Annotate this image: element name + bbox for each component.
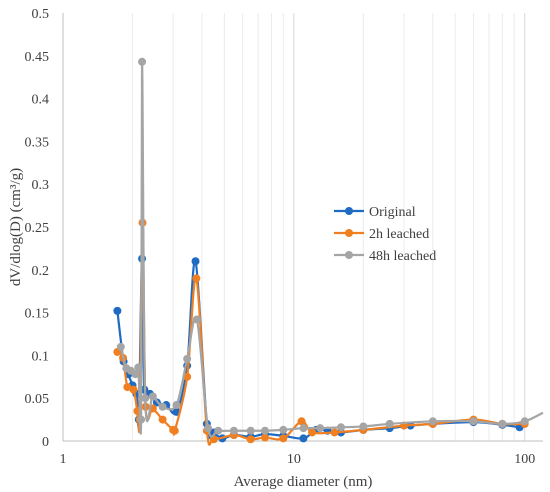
legend-label: 48h leached xyxy=(369,249,436,264)
data-point xyxy=(148,392,157,401)
data-point xyxy=(316,424,325,433)
data-point xyxy=(297,417,306,426)
legend-label: 2h leached xyxy=(369,227,429,242)
series-48h-leached xyxy=(116,57,544,438)
data-point xyxy=(299,424,308,433)
data-point xyxy=(158,415,167,424)
x-axis-title: Average diameter (nm) xyxy=(234,474,373,490)
data-point xyxy=(498,419,507,428)
data-point xyxy=(385,419,394,428)
x-tick-label: 100 xyxy=(514,452,535,467)
data-point xyxy=(279,425,288,434)
data-point xyxy=(469,417,478,426)
y-tick-label: 0.1 xyxy=(32,349,50,364)
data-point xyxy=(428,417,437,426)
data-point xyxy=(246,426,255,435)
y-axis-title: dV/dlog(D) (cm³/g) xyxy=(8,168,24,286)
data-point xyxy=(129,385,138,394)
data-point xyxy=(204,424,213,433)
data-point xyxy=(279,434,288,443)
data-point xyxy=(158,402,167,411)
data-point xyxy=(116,342,125,351)
data-point xyxy=(134,363,143,372)
y-tick-label: 0.4 xyxy=(32,93,50,108)
y-tick-label: 0.2 xyxy=(32,264,50,279)
legend-item: 48h leached xyxy=(334,249,436,264)
data-point xyxy=(123,383,132,392)
legend-marker xyxy=(345,207,353,215)
data-point xyxy=(308,428,317,437)
data-point xyxy=(261,433,270,442)
y-tick-label: 0 xyxy=(42,435,49,450)
y-tick-label: 0.35 xyxy=(25,135,50,150)
data-point xyxy=(113,306,122,315)
data-point xyxy=(520,417,529,426)
y-tick-labels: 0 0.05 0.1 0.15 0.2 0.25 0.3 0.35 0.4 0.45 0.5 xyxy=(25,7,50,450)
data-point xyxy=(131,370,140,379)
legend-item: 2h leached xyxy=(334,227,429,242)
data-point xyxy=(192,274,201,283)
data-point xyxy=(137,415,146,424)
data-point xyxy=(170,426,179,435)
legend-label: Original xyxy=(369,205,416,220)
legend-marker xyxy=(345,229,353,237)
y-tick-label: 0.25 xyxy=(25,221,50,236)
y-tick-label: 0.5 xyxy=(32,7,50,22)
data-point xyxy=(359,422,368,431)
data-point xyxy=(299,434,308,443)
data-point xyxy=(214,426,223,435)
data-point xyxy=(229,426,238,435)
data-point xyxy=(330,428,339,437)
y-tick-label: 0.3 xyxy=(32,178,50,193)
y-tick-label: 0.45 xyxy=(25,50,50,65)
series-line xyxy=(119,60,544,438)
legend-item: Original xyxy=(334,205,416,220)
series-group xyxy=(113,57,544,446)
data-point xyxy=(141,394,150,403)
data-point xyxy=(246,435,255,444)
x-tick-label: 1 xyxy=(60,452,67,467)
data-point xyxy=(183,372,192,381)
data-point xyxy=(261,426,270,435)
vertical-gridlines xyxy=(62,13,526,441)
data-point xyxy=(172,401,181,410)
data-point xyxy=(336,423,345,432)
x-tick-labels: 1 10 100 xyxy=(60,452,536,467)
y-tick-label: 0.15 xyxy=(25,307,50,322)
x-tick-label: 10 xyxy=(287,452,301,467)
y-tick-label: 0.05 xyxy=(25,392,50,407)
data-point xyxy=(183,354,192,363)
legend-marker xyxy=(345,251,353,259)
data-point xyxy=(192,315,201,324)
data-point xyxy=(138,57,147,66)
data-point xyxy=(191,257,200,266)
legend: Original 2h leached 48h leached xyxy=(334,205,436,264)
